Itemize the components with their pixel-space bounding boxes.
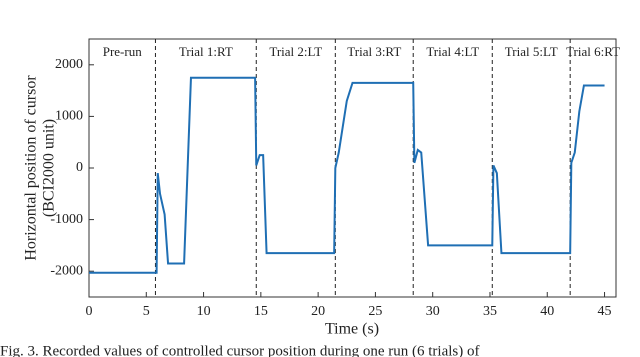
y-tick-label: 1000 <box>55 109 83 124</box>
x-axis-label: Time (s) <box>325 321 379 338</box>
x-tick-label: 5 <box>143 304 150 319</box>
y-tick-label: -2000 <box>50 263 83 278</box>
x-tick-label: 10 <box>197 304 211 319</box>
y-axis-label: (BCI2000 unit) <box>41 119 58 217</box>
segment-label: Trial 2:LT <box>269 44 322 59</box>
x-tick-label: 40 <box>540 304 554 319</box>
x-tick-label: 0 <box>86 304 93 319</box>
x-tick-label: 45 <box>598 304 612 319</box>
x-tick-label: 30 <box>426 304 440 319</box>
segment-label: Trial 4:LT <box>426 44 479 59</box>
segment-label: Pre-run <box>103 44 142 59</box>
x-tick-label: 35 <box>483 304 497 319</box>
y-tick-label: -1000 <box>50 212 83 227</box>
x-tick-label: 15 <box>254 304 268 319</box>
segment-label: Trial 1:RT <box>179 44 233 59</box>
segment-label: Trial 6:RT <box>566 44 620 59</box>
segment-label: Trial 5:LT <box>505 44 558 59</box>
x-tick-label: 25 <box>368 304 382 319</box>
y-axis-label: Horizontal position of cursor <box>23 75 40 261</box>
y-tick-label: 2000 <box>55 57 83 72</box>
y-tick-label: 0 <box>76 160 83 175</box>
cursor-line <box>89 76 605 274</box>
caption: Fig. 3. Recorded values of controlled cu… <box>0 343 479 357</box>
x-tick-label: 20 <box>311 304 325 319</box>
segment-label: Trial 3:RT <box>347 44 401 59</box>
